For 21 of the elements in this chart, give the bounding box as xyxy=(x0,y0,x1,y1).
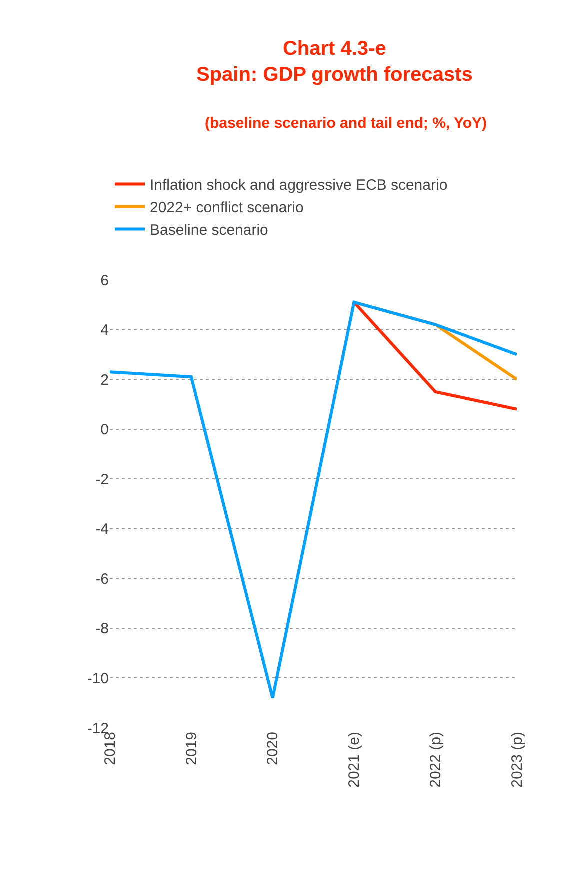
chart-subtitle: (baseline scenario and tail end; %, YoY) xyxy=(205,115,488,132)
x-tick-label: 2021 (e) xyxy=(346,732,364,788)
y-tick-label: -8 xyxy=(96,620,109,638)
x-tick-label: 2019 xyxy=(183,732,200,766)
legend-label: Baseline scenario xyxy=(150,222,268,240)
y-tick-label: 2 xyxy=(100,372,109,389)
y-tick-label: -2 xyxy=(96,471,109,488)
y-tick-label: 6 xyxy=(100,272,109,290)
y-tick-label: 0 xyxy=(100,422,109,439)
legend-label: 2022+ conflict scenario xyxy=(150,200,304,217)
chart-title: Chart 4.3-e Spain: GDP growth forecasts xyxy=(196,38,473,86)
y-tick-label: -6 xyxy=(96,570,109,588)
legend-label: Inflation shock and aggressive ECB scenario xyxy=(150,177,448,194)
y-tick-label: -10 xyxy=(87,670,109,688)
x-tick-label: 2022 (p) xyxy=(427,732,444,788)
y-tick-label: 4 xyxy=(100,322,109,340)
line-series xyxy=(110,300,517,700)
x-tick-label: 2020 xyxy=(264,732,282,766)
x-tick-label: 2018 xyxy=(102,732,119,766)
y-tick-label: -4 xyxy=(96,521,109,538)
x-tick-label: 2023 (p) xyxy=(508,732,526,788)
